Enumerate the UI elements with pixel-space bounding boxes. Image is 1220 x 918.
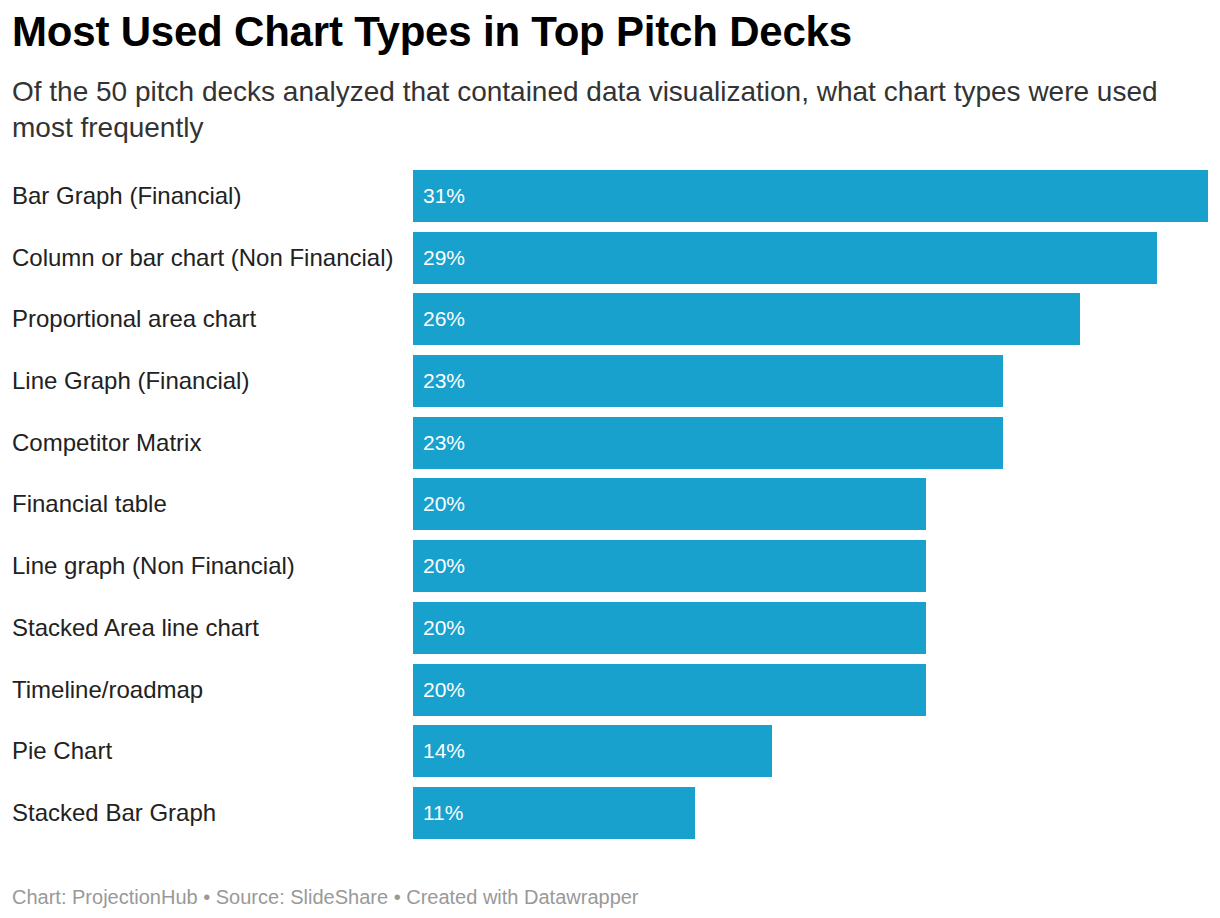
bar-track: 14% xyxy=(413,725,1208,777)
bar-track: 29% xyxy=(413,232,1208,284)
category-label: Pie Chart xyxy=(12,725,413,777)
bar-track: 20% xyxy=(413,602,1208,654)
bar-track: 26% xyxy=(413,293,1208,345)
bar: 29% xyxy=(413,232,1157,284)
bar-value-label: 31% xyxy=(413,184,465,208)
bar-row: Competitor Matrix 23% xyxy=(12,417,1208,469)
bar-row: Pie Chart 14% xyxy=(12,725,1208,777)
bar: 11% xyxy=(413,787,695,839)
bar: 20% xyxy=(413,602,926,654)
bar-value-label: 20% xyxy=(413,678,465,702)
bar: 31% xyxy=(413,170,1208,222)
bar: 20% xyxy=(413,664,926,716)
category-label: Line graph (Non Financial) xyxy=(12,540,413,592)
bar-track: 20% xyxy=(413,478,1208,530)
bar-value-label: 23% xyxy=(413,369,465,393)
bar-value-label: 11% xyxy=(413,801,463,825)
bar-track: 11% xyxy=(413,787,1208,839)
chart-title: Most Used Chart Types in Top Pitch Decks xyxy=(12,8,1208,56)
bar-track: 20% xyxy=(413,540,1208,592)
bar: 26% xyxy=(413,293,1080,345)
bar-row: Financial table 20% xyxy=(12,478,1208,530)
chart-subtitle: Of the 50 pitch decks analyzed that cont… xyxy=(12,74,1182,146)
category-label: Competitor Matrix xyxy=(12,417,413,469)
chart-container: Most Used Chart Types in Top Pitch Decks… xyxy=(0,8,1220,918)
bar-track: 31% xyxy=(413,170,1208,222)
category-label: Column or bar chart (Non Financial) xyxy=(12,232,413,284)
category-label: Line Graph (Financial) xyxy=(12,355,413,407)
bar-row: Line graph (Non Financial) 20% xyxy=(12,540,1208,592)
bar-track: 20% xyxy=(413,664,1208,716)
bar-value-label: 20% xyxy=(413,554,465,578)
bar: 20% xyxy=(413,540,926,592)
bar: 23% xyxy=(413,355,1003,407)
bar-value-label: 29% xyxy=(413,246,465,270)
bar-value-label: 20% xyxy=(413,492,465,516)
bar: 14% xyxy=(413,725,772,777)
bar-row: Stacked Area line chart 20% xyxy=(12,602,1208,654)
category-label: Stacked Bar Graph xyxy=(12,787,413,839)
bar-value-label: 20% xyxy=(413,616,465,640)
bar-row: Bar Graph (Financial) 31% xyxy=(12,170,1208,222)
category-label: Stacked Area line chart xyxy=(12,602,413,654)
bar-row: Stacked Bar Graph 11% xyxy=(12,787,1208,839)
bar-row: Line Graph (Financial) 23% xyxy=(12,355,1208,407)
category-label: Proportional area chart xyxy=(12,293,413,345)
bar-track: 23% xyxy=(413,417,1208,469)
chart-credit-footer: Chart: ProjectionHub • Source: SlideShar… xyxy=(12,885,1208,910)
category-label: Financial table xyxy=(12,478,413,530)
bar-track: 23% xyxy=(413,355,1208,407)
bar-row: Timeline/roadmap 20% xyxy=(12,664,1208,716)
category-label: Timeline/roadmap xyxy=(12,664,413,716)
bar-value-label: 23% xyxy=(413,431,465,455)
bar: 23% xyxy=(413,417,1003,469)
bar: 20% xyxy=(413,478,926,530)
bar-value-label: 14% xyxy=(413,739,465,763)
bar-row: Proportional area chart 26% xyxy=(12,293,1208,345)
bar-value-label: 26% xyxy=(413,307,465,331)
bar-chart: Bar Graph (Financial) 31% Column or bar … xyxy=(12,170,1208,839)
category-label: Bar Graph (Financial) xyxy=(12,170,413,222)
bar-row: Column or bar chart (Non Financial) 29% xyxy=(12,232,1208,284)
